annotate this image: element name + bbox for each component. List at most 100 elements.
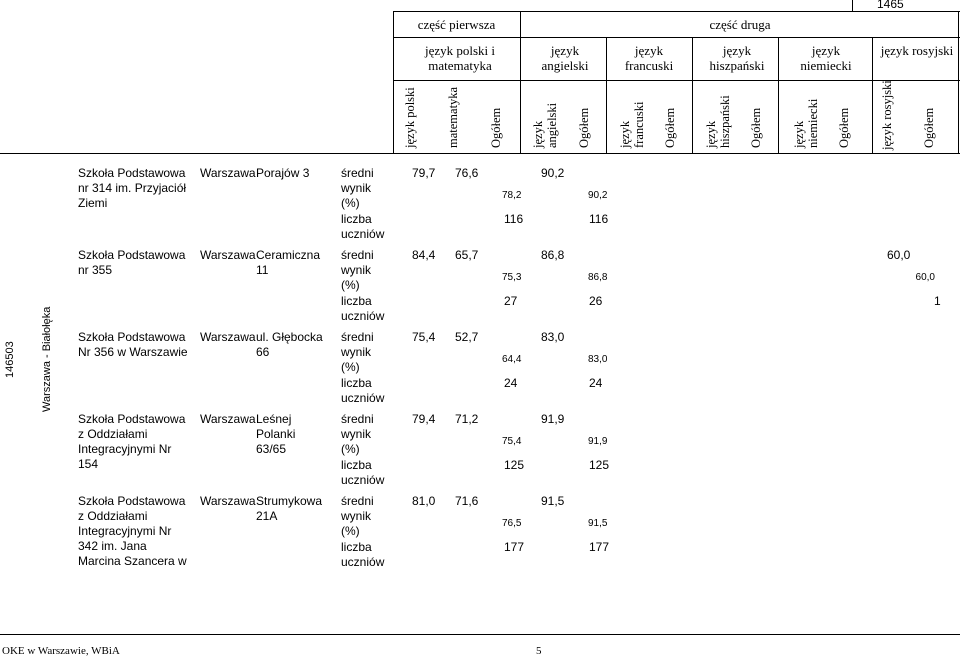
header-vline [872,37,873,153]
value-ogolem: 64,4 [502,354,522,365]
count-ogolem: 24 [504,376,518,390]
value-angielski-ogolem: 90,2 [588,190,608,201]
count-angielski: 26 [589,294,603,308]
row-label-avg: średni wynik (%) [341,248,374,292]
row-label-count: liczba uczniów [341,294,385,323]
school-city: Warszawa [200,412,256,426]
header-line-2 [393,37,960,38]
school-name: Szkoła Podstawowa nr 355 [78,248,186,277]
value-rosyjski: 60,0 [887,248,911,262]
value-matematyka: 65,7 [455,248,479,262]
value-rosyjski-ogolem: 60,0 [915,272,935,283]
header-vline [520,11,521,37]
header-vline [958,11,959,153]
col-header-ogolem: Ogółem [922,107,936,148]
count-angielski: 116 [589,212,609,226]
col-header-hiszpanski: język hiszpański [704,95,732,148]
school-city: Warszawa [200,248,256,262]
col-header-ogolem: Ogółem [837,107,851,148]
row-label-avg: średni wynik (%) [341,494,374,538]
header-vline [778,37,779,153]
school-address: Ceramiczna 11 [256,248,321,277]
value-matematyka: 52,7 [455,330,479,344]
header-vline [692,37,693,153]
value-polski: 79,7 [412,166,436,180]
school-city: Warszawa [200,494,256,508]
header-line-top [393,11,960,12]
value-angielski: 91,5 [541,494,565,508]
row-label-count: liczba uczniów [341,540,385,569]
row-label-count: liczba uczniów [341,212,385,241]
count-ogolem: 27 [504,294,518,308]
row-label-avg: średni wynik (%) [341,412,374,456]
sub-header-hiszpanski: język hiszpański [709,43,765,73]
col-header-angielski: język angielski [531,102,559,148]
value-ogolem: 78,2 [502,190,522,201]
value-ogolem: 76,5 [502,518,522,529]
value-matematyka: 71,6 [455,494,479,508]
school-name: Szkoła Podstawowa z Oddziałami Integracy… [78,494,187,566]
count-ogolem: 125 [504,458,525,472]
row-label-count: liczba uczniów [341,458,385,487]
count-ogolem: 116 [504,212,524,226]
value-angielski: 86,8 [541,248,565,262]
sub-header-francuski: język francuski [624,43,674,73]
group-header-part2: część druga [709,17,771,32]
value-angielski-ogolem: 83,0 [588,354,608,365]
school-address: Strumykowa 21A [256,494,323,523]
header-vline [606,37,607,153]
school-name: Szkoła Podstawowa z Oddziałami Integracy… [78,412,186,471]
col-header-matematyka: matematyka [446,86,460,148]
value-polski: 79,4 [412,412,436,426]
value-angielski: 90,2 [541,166,565,180]
col-header-francuski: język francuski [618,101,646,148]
sub-header-niemiecki: język niemiecki [800,43,852,73]
row-label-count: liczba uczniów [341,376,385,405]
value-ogolem: 75,4 [502,436,522,447]
school-address: ul. Głębocka 66 [256,330,323,359]
footer-page-number: 5 [536,645,542,657]
header-line-bottom [0,153,960,154]
col-header-niemiecki: język niemiecki [792,98,820,148]
count-rosyjski: 1 [934,294,941,308]
sub-header-polski-mat: język polski i matematyka [424,43,496,73]
school-name: Szkoła Podstawowa Nr 356 w Warszawie [78,330,188,359]
value-angielski-ogolem: 91,9 [588,436,608,447]
col-header-polski: język polski [403,87,417,148]
school-city: Warszawa [200,330,256,344]
col-header-ogolem: Ogółem [489,107,503,148]
sub-header-rosyjski: język rosyjski [880,43,954,58]
value-polski: 84,4 [412,248,436,262]
col-header-rosyjski: język rosyjski [880,80,894,150]
value-angielski-ogolem: 86,8 [588,272,608,283]
footer-left: OKE w Warszawie, WBiA [2,645,120,657]
col-header-ogolem: Ogółem [749,107,763,148]
district-label: Warszawa - Białołęka [41,306,53,412]
header-vline [520,37,521,153]
col-header-ogolem: Ogółem [663,107,677,148]
header-vline [393,11,394,153]
top-code: 1465 [877,0,904,11]
school-id: 146503 [4,341,16,378]
value-ogolem: 75,3 [502,272,522,283]
value-matematyka: 76,6 [455,166,479,180]
school-name: Szkoła Podstawowa nr 314 im. Przyjaciół … [78,166,187,210]
count-angielski: 125 [589,458,610,472]
count-angielski: 24 [589,376,603,390]
value-polski: 81,0 [412,494,436,508]
value-angielski: 83,0 [541,330,565,344]
sub-header-angielski: język angielski [541,43,589,73]
value-angielski: 91,9 [541,412,565,426]
value-polski: 75,4 [412,330,436,344]
row-label-avg: średni wynik (%) [341,166,374,210]
count-angielski: 177 [589,540,610,554]
footer-line [0,634,960,635]
school-address: Leśnej Polanki 63/65 [256,412,296,456]
school-address: Porajów 3 [256,166,310,180]
col-header-ogolem: Ogółem [577,107,591,148]
value-angielski-ogolem: 91,5 [588,518,608,529]
row-label-avg: średni wynik (%) [341,330,374,374]
school-city: Warszawa [200,166,256,180]
value-matematyka: 71,2 [455,412,479,426]
group-header-part1: część pierwsza [417,17,496,32]
